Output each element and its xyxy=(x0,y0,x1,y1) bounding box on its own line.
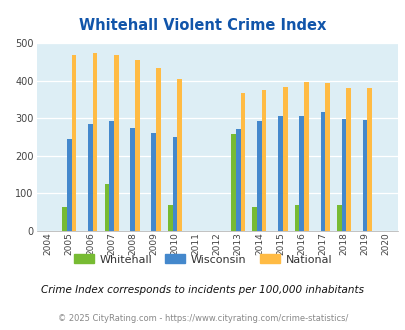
Bar xyxy=(130,128,135,231)
Bar xyxy=(235,129,240,231)
Bar xyxy=(252,207,256,231)
Bar xyxy=(62,207,67,231)
Bar xyxy=(256,121,261,231)
Bar xyxy=(298,116,303,231)
Bar xyxy=(151,133,156,231)
Bar xyxy=(240,92,245,231)
Bar xyxy=(231,134,235,231)
Bar xyxy=(71,54,76,231)
Bar xyxy=(277,116,282,231)
Bar xyxy=(156,69,160,231)
Text: © 2025 CityRating.com - https://www.cityrating.com/crime-statistics/: © 2025 CityRating.com - https://www.city… xyxy=(58,314,347,323)
Bar xyxy=(261,89,266,231)
Bar xyxy=(113,55,118,231)
Bar xyxy=(177,79,181,231)
Bar xyxy=(172,137,177,231)
Bar xyxy=(104,184,109,231)
Bar xyxy=(92,53,97,231)
Bar xyxy=(294,205,298,231)
Bar xyxy=(109,121,113,231)
Bar xyxy=(324,83,329,231)
Bar xyxy=(88,124,92,231)
Bar xyxy=(345,88,350,231)
Bar xyxy=(303,82,308,231)
Bar xyxy=(367,88,371,231)
Legend: Whitehall, Wisconsin, National: Whitehall, Wisconsin, National xyxy=(69,250,336,269)
Bar xyxy=(362,120,367,231)
Text: Crime Index corresponds to incidents per 100,000 inhabitants: Crime Index corresponds to incidents per… xyxy=(41,285,364,295)
Bar xyxy=(135,60,139,231)
Bar xyxy=(282,86,287,231)
Bar xyxy=(168,205,172,231)
Bar xyxy=(341,119,345,231)
Bar xyxy=(336,205,341,231)
Text: Whitehall Violent Crime Index: Whitehall Violent Crime Index xyxy=(79,18,326,33)
Bar xyxy=(320,112,324,231)
Bar xyxy=(67,139,71,231)
